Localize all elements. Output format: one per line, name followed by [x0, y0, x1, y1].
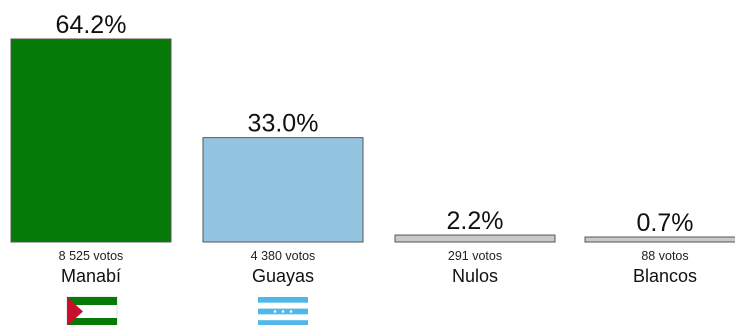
- category-label-guayas: Guayas: [252, 266, 314, 286]
- value-label-nulos: 2.2%: [447, 207, 504, 235]
- votes-label-guayas: 4 380 votos: [251, 249, 316, 263]
- bar-manabi: [10, 38, 172, 243]
- votes-label-manabi: 8 525 votos: [59, 249, 124, 263]
- bar-nulos: [394, 234, 556, 243]
- value-label-blancos: 0.7%: [637, 209, 694, 237]
- bar-blancos: [584, 236, 735, 243]
- labels-layer: 64.2% 8 525 votos Manabí 33.0% 4 380 votos Gu…: [56, 11, 697, 286]
- votes-label-blancos: 88 votos: [641, 249, 688, 263]
- value-label-guayas: 33.0%: [248, 110, 319, 138]
- votes-label-nulos: 291 votos: [448, 249, 502, 263]
- category-label-nulos: Nulos: [452, 266, 498, 286]
- category-label-manabi: Manabí: [61, 266, 121, 286]
- bar-guayas: [202, 137, 364, 243]
- guayas-flag-icon: [258, 297, 308, 325]
- bars-layer: [10, 38, 735, 243]
- manabi-flag-icon: [66, 296, 118, 325]
- category-label-blancos: Blancos: [633, 266, 697, 286]
- value-label-manabi: 64.2%: [56, 11, 127, 39]
